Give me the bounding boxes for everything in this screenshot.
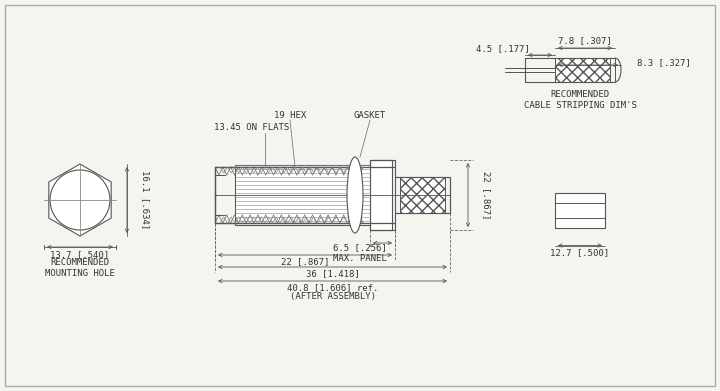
Bar [555, 192, 605, 228]
Polygon shape [49, 164, 111, 236]
Text: 8.3 [.327]: 8.3 [.327] [637, 59, 690, 68]
Text: RECOMMENDED
MOUNTING HOLE: RECOMMENDED MOUNTING HOLE [45, 258, 115, 278]
Text: 13.7 [.540]: 13.7 [.540] [50, 251, 109, 260]
Circle shape [50, 170, 110, 230]
Text: 4.5 [.177]: 4.5 [.177] [476, 45, 530, 54]
Text: 22 [.867]: 22 [.867] [281, 258, 329, 267]
Text: 16.1 [.634]: 16.1 [.634] [140, 170, 150, 230]
Text: 12.7 [.500]: 12.7 [.500] [550, 248, 610, 257]
Bar [400, 177, 445, 213]
Text: RECOMMENDED
CABLE STRIPPING DIM'S: RECOMMENDED CABLE STRIPPING DIM'S [523, 90, 636, 110]
Bar [235, 165, 370, 225]
Text: 6.5 [.256]
MAX. PANEL: 6.5 [.256] MAX. PANEL [333, 243, 387, 263]
Text: 7.8 [.307]: 7.8 [.307] [558, 36, 612, 45]
Text: GASKET: GASKET [354, 111, 386, 120]
Ellipse shape [347, 157, 363, 233]
Text: 22 [.867]: 22 [.867] [482, 171, 490, 219]
Text: 40.8 [1.606] ref.: 40.8 [1.606] ref. [287, 283, 378, 292]
Bar [370, 160, 392, 230]
Text: 19 HEX: 19 HEX [274, 111, 306, 120]
Text: 13.45 ON FLATS: 13.45 ON FLATS [215, 124, 289, 133]
Bar [555, 58, 610, 82]
Text: 36 [1.418]: 36 [1.418] [305, 269, 359, 278]
Text: (AFTER ASSEMBLY): (AFTER ASSEMBLY) [289, 292, 376, 301]
